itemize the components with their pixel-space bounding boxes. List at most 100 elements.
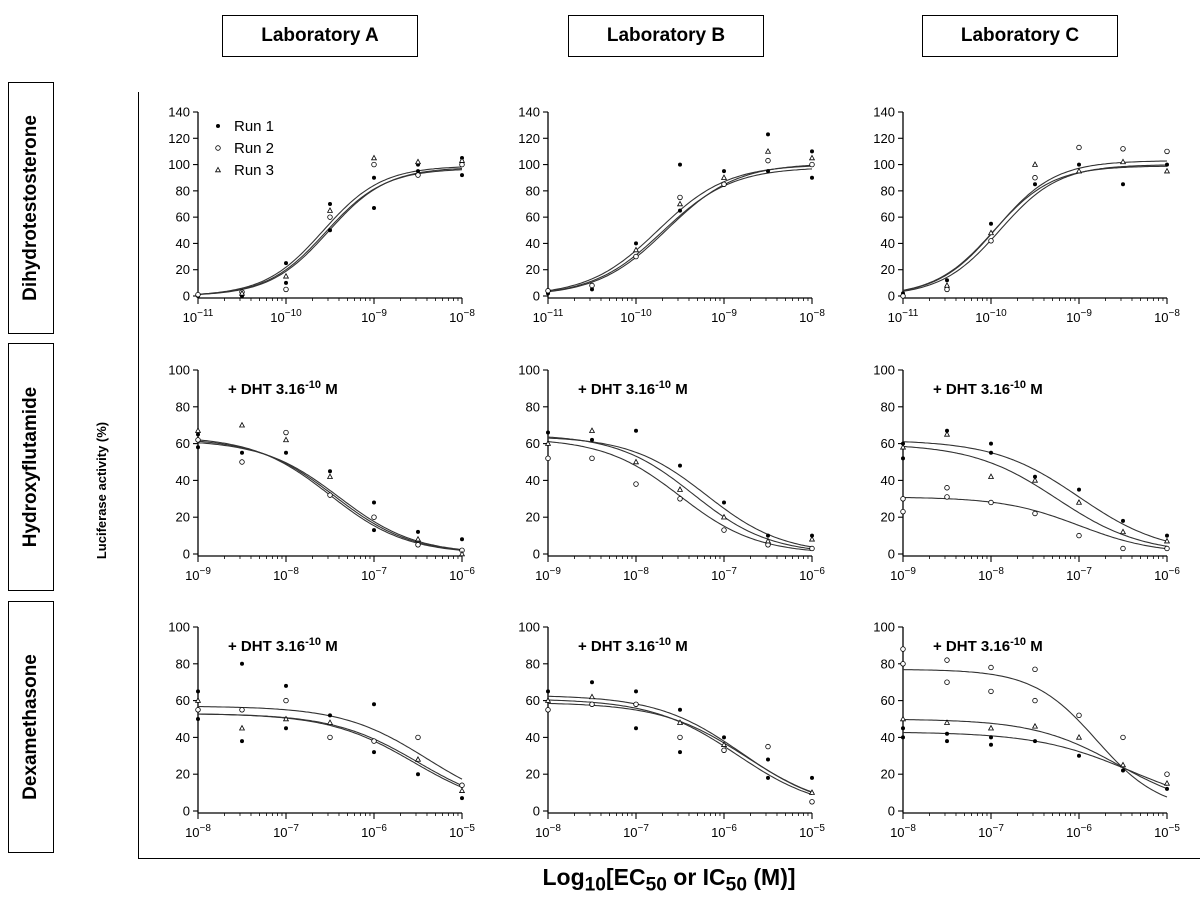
y-tick-label: 100 xyxy=(518,620,540,635)
data-point-run3 xyxy=(238,724,246,731)
data-point-run1 xyxy=(196,717,200,721)
data-point-run1 xyxy=(766,757,770,762)
data-point-run1 xyxy=(766,533,770,538)
y-tick-label: 0 xyxy=(183,547,190,562)
data-point-run2 xyxy=(1032,510,1038,517)
fit-curve xyxy=(547,168,813,292)
data-point-run1 xyxy=(590,437,594,442)
data-point-run1 xyxy=(634,428,638,433)
dht-annotation: + DHT 3.16-10 M xyxy=(933,379,1043,398)
data-point-run2 xyxy=(327,492,333,498)
data-point-run1 xyxy=(766,169,770,174)
data-point-run2 xyxy=(459,161,465,168)
data-point-run3 xyxy=(1163,167,1171,174)
data-point-run1 xyxy=(1033,739,1037,744)
data-point-run2 xyxy=(283,286,289,293)
data-point-run2 xyxy=(1076,712,1082,719)
panel-dex-lab-c: 0 20 40 60 80 100 10−8 10−7 10−6 10−5 + DHT 3.16-1… xyxy=(873,620,1180,841)
data-point-run3 xyxy=(987,229,995,236)
data-point-run3 xyxy=(1031,476,1039,483)
data-point-run3 xyxy=(987,724,995,731)
x-axis-label: Log10[EC50 or IC50 (M)] xyxy=(138,864,1200,897)
y-tick-label: 20 xyxy=(176,262,190,277)
data-point-run1 xyxy=(901,456,905,461)
y-tick-label: 20 xyxy=(526,510,540,525)
data-point-run2 xyxy=(1032,666,1038,673)
x-tick-label: 10−7 xyxy=(978,823,1004,840)
data-point-run2 xyxy=(988,688,994,695)
y-tick-label: 40 xyxy=(526,730,540,745)
y-tick-label: 20 xyxy=(881,510,895,525)
y-tick-label: 100 xyxy=(168,157,190,172)
data-point-run3 xyxy=(1075,499,1083,505)
data-point-run3 xyxy=(1163,537,1171,544)
data-point-run1 xyxy=(196,445,200,450)
data-point-run1 xyxy=(284,726,288,731)
fit-curve xyxy=(902,164,1167,292)
x-axis-label-part: (M)] xyxy=(746,864,796,890)
data-point-run3 xyxy=(1119,528,1127,535)
data-point-run1 xyxy=(901,726,905,731)
data-point-run3 xyxy=(544,440,552,446)
data-point-run1 xyxy=(1121,768,1125,773)
data-point-run1 xyxy=(1165,162,1169,167)
data-point-run1 xyxy=(722,500,726,505)
data-point-run1 xyxy=(678,750,682,755)
data-point-run2 xyxy=(1032,697,1038,704)
data-point-run1 xyxy=(1121,518,1125,523)
panel-hf-lab-b: 0 20 40 60 80 100 10−9 10−8 10−7 10−6 + DHT 3.16-1… xyxy=(518,363,825,584)
data-point-run3 xyxy=(282,272,290,279)
dht-annotation: + DHT 3.16-10 M xyxy=(228,379,338,398)
data-point-run1 xyxy=(372,750,376,755)
data-point-run1 xyxy=(945,428,949,433)
y-tick-label: 20 xyxy=(526,262,540,277)
y-tick-label: 60 xyxy=(176,693,190,708)
y-tick-label: 60 xyxy=(526,436,540,451)
y-tick-label: 100 xyxy=(873,157,895,172)
data-point-run3 xyxy=(808,789,816,795)
x-tick-label: 10−10 xyxy=(270,308,302,325)
x-tick-label: 10−6 xyxy=(799,566,825,583)
y-tick-label: 80 xyxy=(176,399,190,414)
data-point-run3 xyxy=(414,158,422,165)
dht-annotation: + DHT 3.16-10 M xyxy=(933,636,1043,655)
y-tick-label: 60 xyxy=(176,210,190,225)
dht-annotation: + DHT 3.16-10 M xyxy=(578,379,688,398)
y-tick-label: 80 xyxy=(881,399,895,414)
data-point-run3 xyxy=(414,756,422,762)
data-point-run3 xyxy=(1031,722,1039,729)
fit-curve xyxy=(902,160,1168,292)
y-tick-label: 100 xyxy=(518,363,540,378)
y-tick-label: 20 xyxy=(526,767,540,782)
data-point-run3 xyxy=(194,427,202,433)
data-point-run3 xyxy=(808,154,816,161)
row-header-label: Dexamethasone xyxy=(20,654,42,800)
data-point-run2 xyxy=(1164,148,1170,155)
data-point-run3 xyxy=(414,535,422,542)
data-point-run1 xyxy=(1165,786,1169,791)
x-tick-label: 10−5 xyxy=(1154,823,1180,840)
data-point-run3 xyxy=(632,458,640,465)
figure-frame-bottom xyxy=(138,858,1200,859)
y-tick-label: 0 xyxy=(183,804,190,819)
data-point-run2 xyxy=(765,743,771,750)
data-point-run3 xyxy=(326,473,334,479)
data-point-run1 xyxy=(460,537,464,542)
data-point-run1 xyxy=(678,208,682,213)
data-point-run3 xyxy=(676,486,684,492)
data-point-run2 xyxy=(944,657,950,663)
data-point-run1 xyxy=(372,528,376,533)
data-point-run2 xyxy=(589,701,595,707)
data-point-run2 xyxy=(195,707,201,713)
x-tick-label: 10−8 xyxy=(273,566,299,583)
data-point-run1 xyxy=(1077,753,1081,758)
x-axis-label-sub: 50 xyxy=(725,874,747,896)
data-point-run1 xyxy=(810,533,814,538)
dht-annotation: + DHT 3.16-10 M xyxy=(578,636,688,655)
data-point-run2 xyxy=(1032,175,1038,181)
data-point-run2 xyxy=(1076,532,1082,539)
x-axis-label-prefix: Log xyxy=(542,864,585,890)
x-axis-label-part: [EC xyxy=(605,864,646,890)
data-point-run2 xyxy=(900,508,906,515)
y-tick-label: 60 xyxy=(176,436,190,451)
